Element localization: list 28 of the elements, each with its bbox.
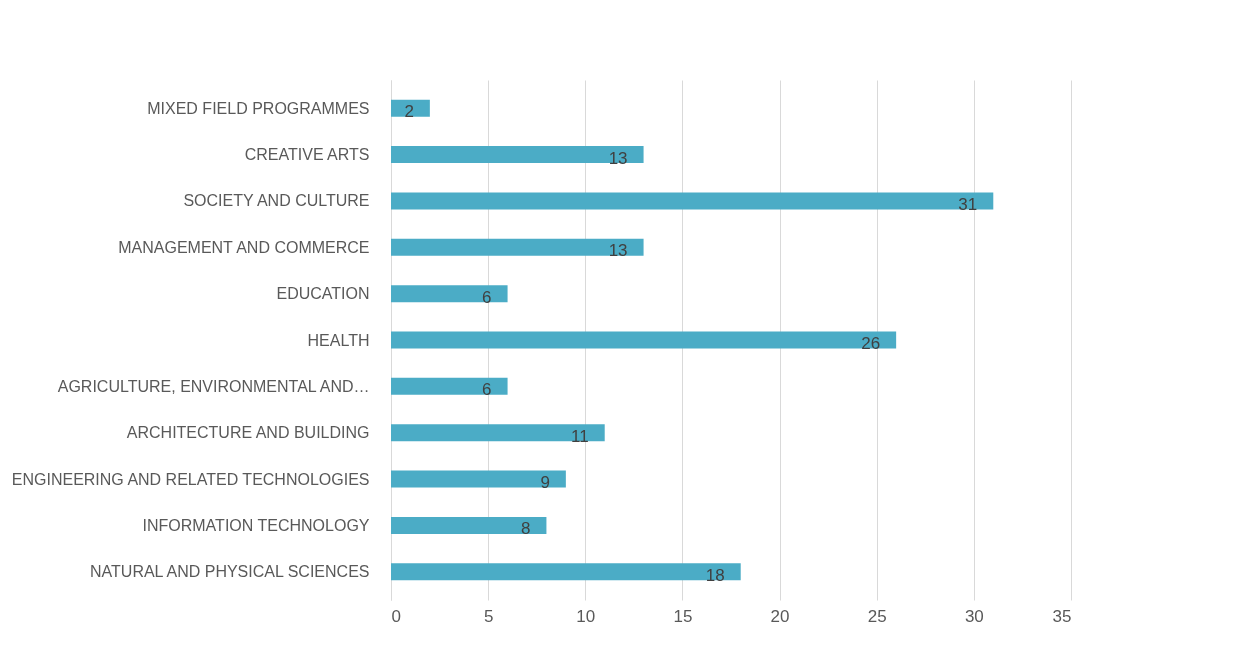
y-tick-label: INFORMATION TECHNOLOGY — [142, 516, 370, 534]
y-tick-label: HEALTH — [307, 331, 370, 349]
x-tick-label: 25 — [867, 606, 887, 626]
x-tick-label: 5 — [483, 606, 494, 626]
y-tick-label: MIXED FIELD PROGRAMMES — [147, 99, 370, 117]
y-tick-label: CREATIVE ARTS — [244, 146, 370, 164]
data-label: 8 — [520, 519, 531, 539]
data-label: 13 — [608, 241, 628, 261]
data-label: 18 — [705, 565, 725, 585]
data-label: 6 — [482, 380, 492, 400]
x-tick-label: 0 — [391, 606, 401, 626]
y-tick-label: ARCHITECTURE AND BUILDING — [126, 424, 370, 442]
data-label: 11 — [571, 426, 589, 446]
y-tick-label: MANAGEMENT AND COMMERCE — [118, 238, 370, 256]
y-tick-label: NATURAL AND PHYSICAL SCIENCES — [90, 563, 370, 581]
x-tick-label: 20 — [770, 606, 790, 626]
data-label: 31 — [958, 194, 978, 214]
data-label: 13 — [608, 148, 628, 168]
x-tick-label: 15 — [673, 606, 693, 626]
data-label: 2 — [404, 102, 414, 122]
y-tick-label: AGRICULTURE, ENVIRONMENTAL AND… — [57, 377, 370, 395]
x-tick-label: 30 — [964, 606, 984, 626]
y-tick-label: EDUCATION — [276, 285, 370, 303]
y-tick-label: SOCIETY AND CULTURE — [183, 192, 370, 210]
data-label: 6 — [482, 287, 492, 307]
y-tick-label: ENGINEERING AND RELATED TECHNOLOGIES — [11, 470, 370, 488]
x-tick-label: 35 — [1052, 606, 1072, 626]
x-tick-label: 10 — [576, 606, 596, 626]
